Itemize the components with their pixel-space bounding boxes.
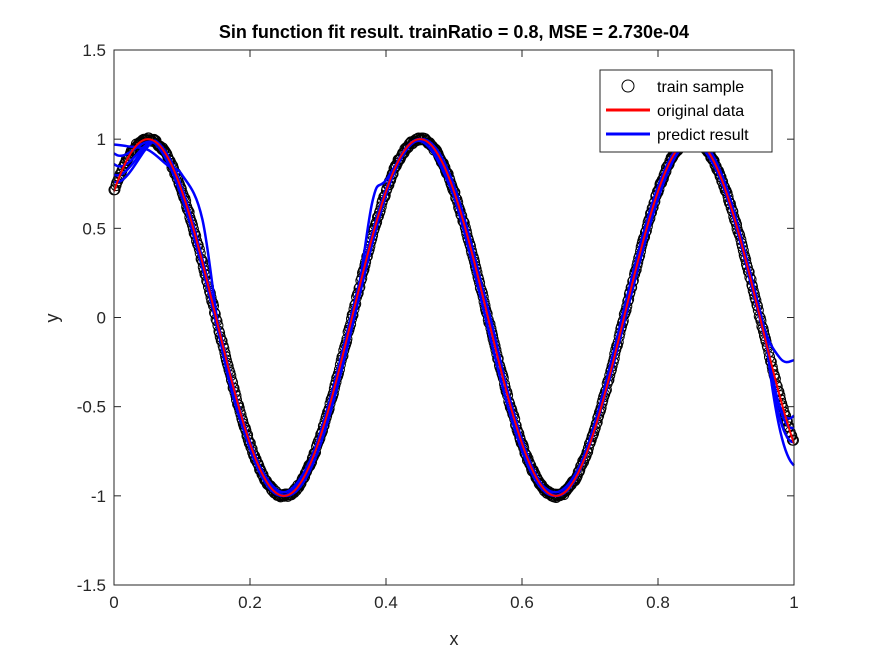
y-tick-label-1: -1 bbox=[91, 487, 106, 506]
x-tick-label-0: 0 bbox=[109, 593, 118, 612]
y-tick-label-3: 0 bbox=[97, 309, 106, 328]
x-tick-label-5: 1 bbox=[789, 593, 798, 612]
x-tick-label-4: 0.8 bbox=[646, 593, 670, 612]
x-tick-label-1: 0.2 bbox=[238, 593, 262, 612]
x-tick-label-3: 0.6 bbox=[510, 593, 534, 612]
y-tick-label-0: -1.5 bbox=[77, 576, 106, 595]
legend-train-sample-marker bbox=[621, 79, 635, 93]
y-axis-label: y bbox=[42, 314, 62, 323]
legend-original-data-label: original data bbox=[657, 103, 744, 120]
legend: train sample original data predict resul… bbox=[599, 69, 773, 153]
legend-train-sample-label: train sample bbox=[657, 79, 744, 96]
y-tick-label-6: 1.5 bbox=[82, 41, 106, 60]
x-tick-label-2: 0.4 bbox=[374, 593, 398, 612]
y-tick-label-4: 0.5 bbox=[82, 219, 106, 238]
chart-title: Sin function fit result. trainRatio = 0.… bbox=[219, 22, 689, 42]
y-tick-label-5: 1 bbox=[97, 130, 106, 149]
x-axis-label: x bbox=[450, 629, 459, 649]
legend-predict-result-label: predict result bbox=[657, 127, 749, 144]
axis-ticks: 0 0.2 0.4 0.6 0.8 1 -1.5 -1 -0.5 0 0.5 1 1.5 bbox=[77, 41, 799, 612]
y-tick-label-2: -0.5 bbox=[77, 398, 106, 417]
